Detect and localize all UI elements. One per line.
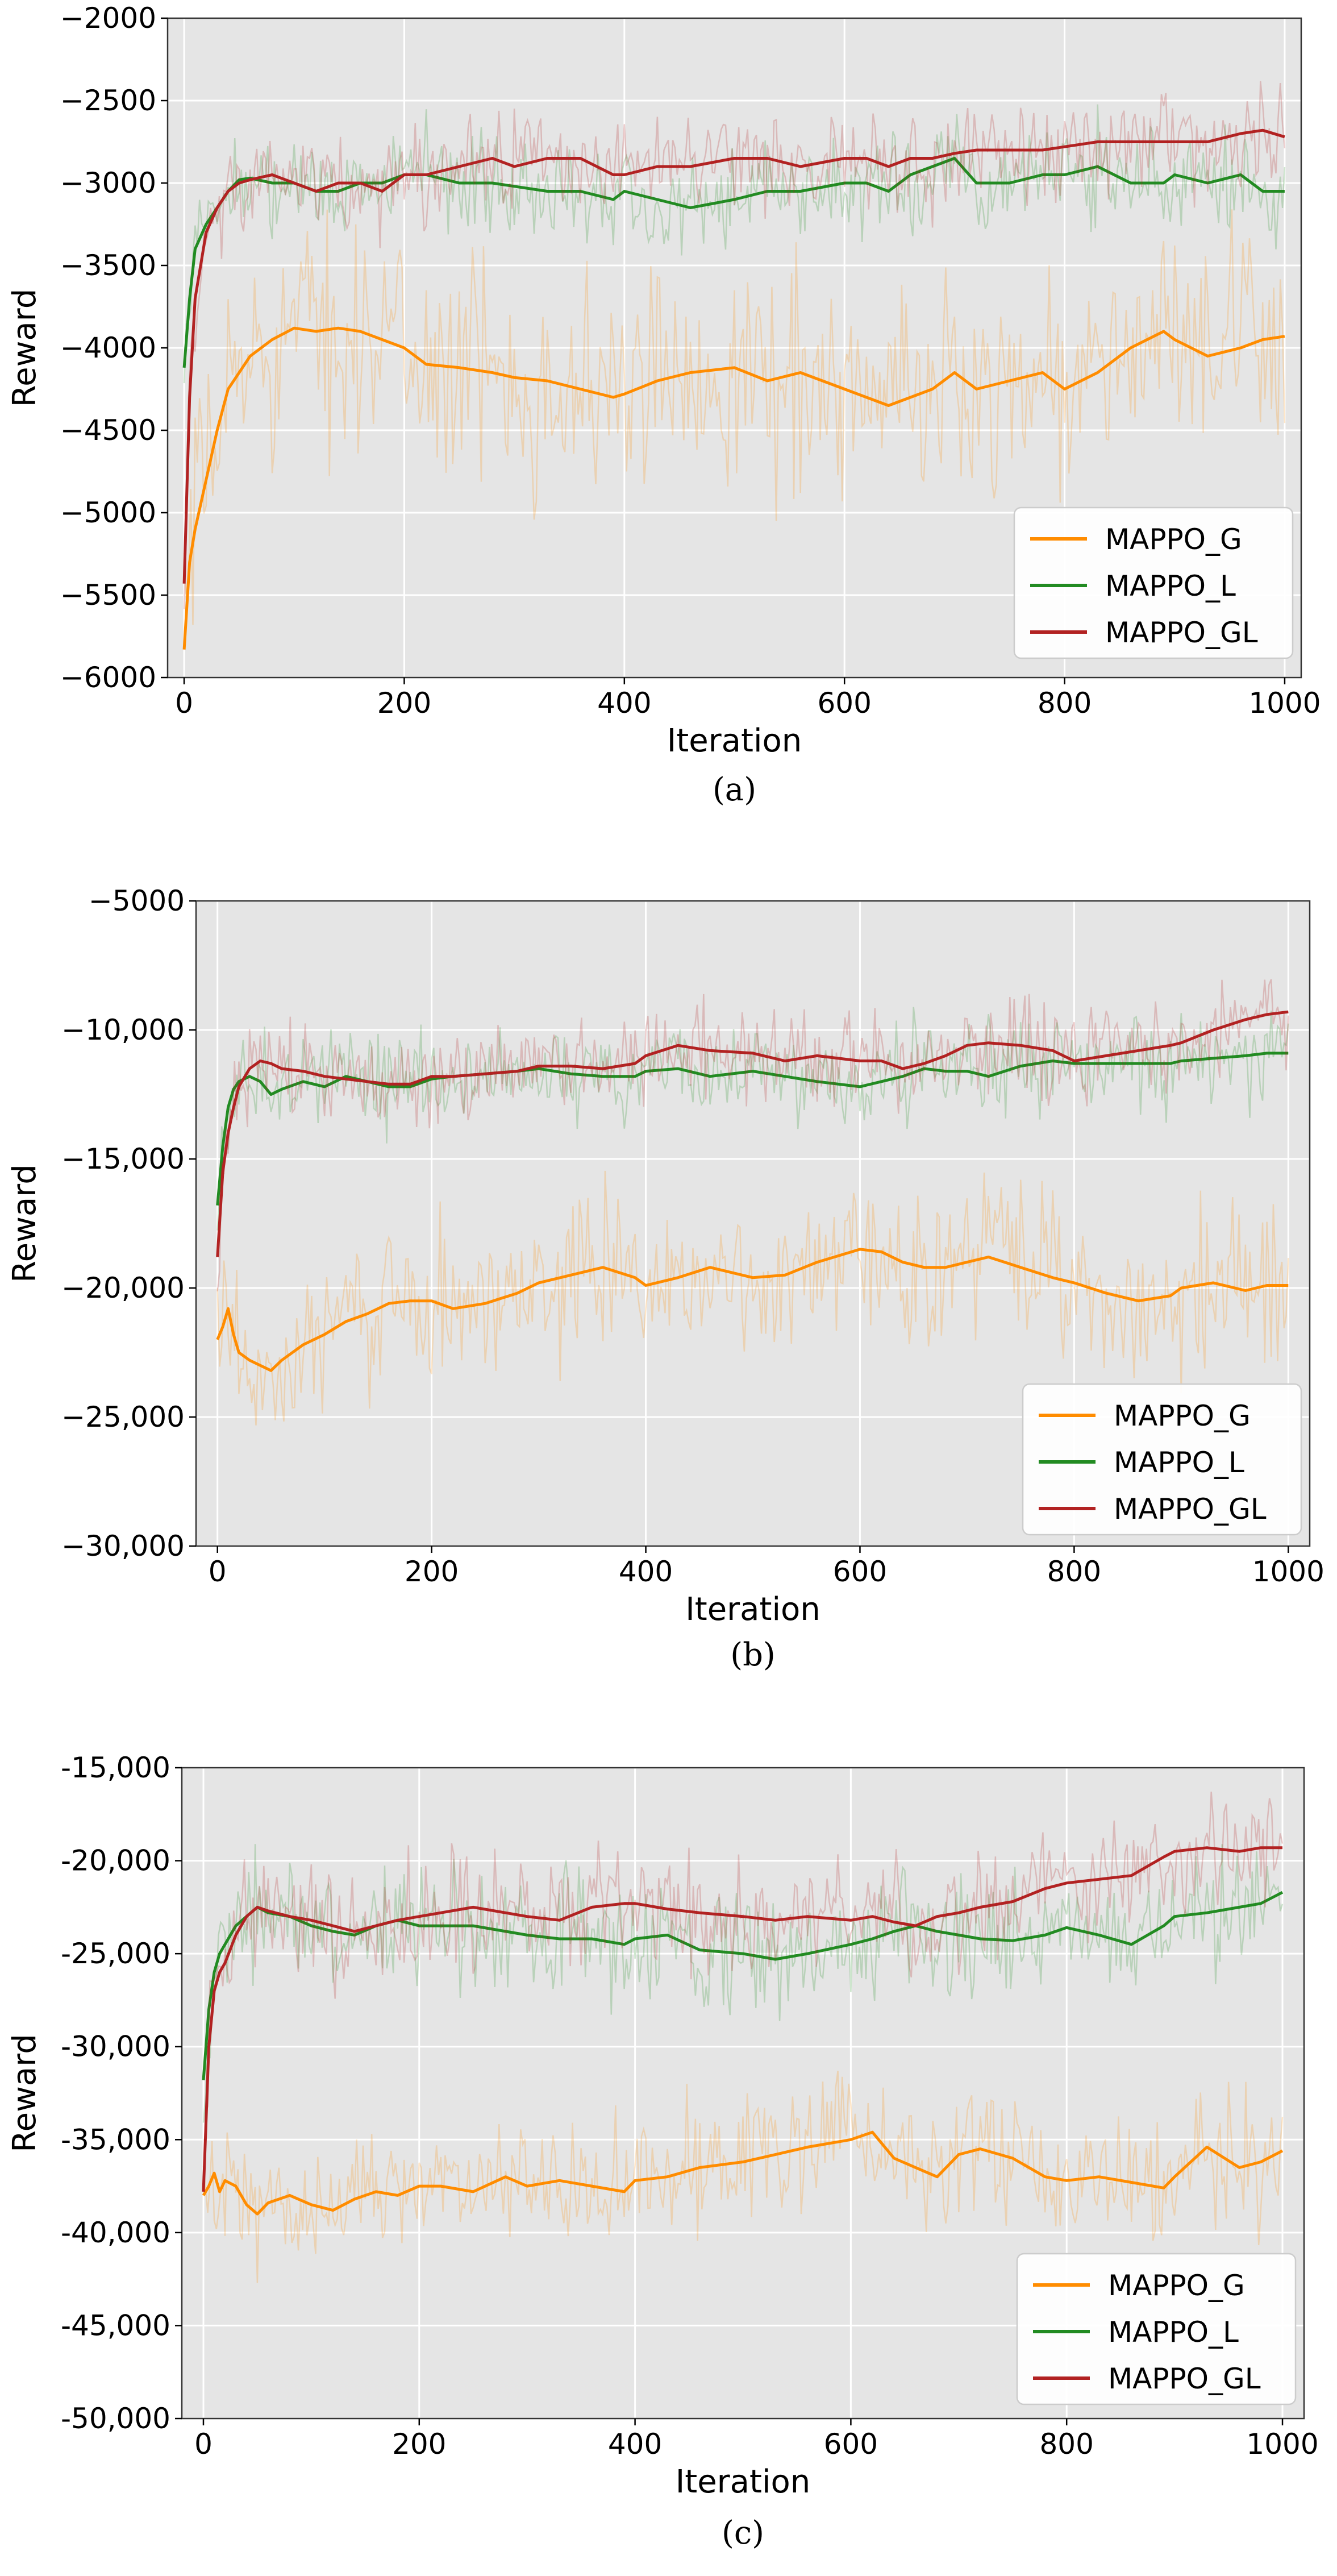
x-tick-label: 800 <box>1039 2428 1093 2461</box>
y-tick-label: −15,000 <box>61 1142 185 1175</box>
y-tick-label: −6000 <box>60 661 156 694</box>
x-tick-label: 600 <box>817 687 871 720</box>
x-tick-label: 0 <box>209 1555 227 1588</box>
panel-a: 0 200 400 600 800 1000 −6000 −5500 −5000 −4500 −40… <box>6 2 1321 808</box>
series-line-MAPPO_GL <box>216 1010 1289 1257</box>
y-tick-label: -15,000 <box>61 1751 170 1784</box>
x-tick-label: 200 <box>405 1555 459 1588</box>
x-tick-label: 600 <box>824 2428 878 2461</box>
y-tick-label: −3000 <box>60 167 156 200</box>
x-axis-label: Iteration <box>685 1591 820 1628</box>
y-tick-label: −10,000 <box>61 1013 185 1046</box>
x-tick-label: 400 <box>608 2428 662 2461</box>
raw-line-MAPPO_L <box>216 1007 1289 1231</box>
y-tick-label: −4500 <box>60 414 156 447</box>
y-tick-label: −25,000 <box>61 1401 185 1434</box>
y-tick-label: -30,000 <box>61 2030 170 2063</box>
raw-line-MAPPO_G <box>202 2071 1284 2283</box>
y-axis-label: Reward <box>6 2034 43 2153</box>
panel-caption: (a) <box>713 771 756 808</box>
plot-frame <box>195 900 1311 1547</box>
legend-label-MAPPO_G: MAPPO_G <box>1108 2269 1245 2302</box>
legend-label-MAPPO_G: MAPPO_G <box>1105 523 1242 556</box>
legend-box <box>1016 2253 1297 2405</box>
legend-label-MAPPO_GL: MAPPO_GL <box>1105 616 1258 649</box>
y-tick-label: −30,000 <box>61 1530 185 1563</box>
x-tick-label: 1000 <box>1246 2428 1318 2461</box>
panel-b: 0 200 400 600 800 1000 −30,000 −25,000 −20,000 −1… <box>6 884 1324 1673</box>
legend-label-MAPPO_GL: MAPPO_GL <box>1108 2362 1261 2395</box>
y-tick-label: −20,000 <box>61 1272 185 1304</box>
legend-label-MAPPO_L: MAPPO_L <box>1114 1446 1244 1479</box>
y-axis-label: Reward <box>6 289 43 408</box>
x-tick-label: 400 <box>597 687 651 720</box>
legend-label-MAPPO_G: MAPPO_G <box>1114 1399 1251 1432</box>
y-tick-label: -25,000 <box>61 1937 170 1970</box>
panel-caption: (b) <box>730 1636 776 1673</box>
y-tick-label: -35,000 <box>61 2123 170 2156</box>
legend: MAPPO_G MAPPO_L MAPPO_GL <box>1022 1383 1302 1536</box>
legend-label-MAPPO_GL: MAPPO_GL <box>1114 1493 1267 1526</box>
x-axis-label: Iteration <box>676 2463 811 2500</box>
x-tick-label: 0 <box>194 2428 213 2461</box>
series-line-MAPPO_L <box>216 1052 1289 1206</box>
y-tick-label: -45,000 <box>61 2309 170 2342</box>
legend: MAPPO_G MAPPO_L MAPPO_GL <box>1013 506 1294 659</box>
series-line-MAPPO_G <box>216 1248 1289 1372</box>
y-tick-label: −2000 <box>60 2 156 35</box>
series-line-MAPPO_L <box>182 157 1285 368</box>
x-tick-label: 200 <box>377 687 431 720</box>
y-tick-label: -40,000 <box>61 2216 170 2249</box>
legend-label-MAPPO_L: MAPPO_L <box>1108 2316 1239 2349</box>
x-tick-label: 1000 <box>1252 1555 1324 1588</box>
raw-line-MAPPO_G <box>183 209 1286 625</box>
x-tick-label: 800 <box>1047 1555 1101 1588</box>
x-tick-label: 0 <box>175 687 193 720</box>
raw-line-MAPPO_GL <box>216 979 1289 1292</box>
y-tick-label: −5500 <box>60 579 156 612</box>
y-axis-label: Reward <box>6 1164 43 1283</box>
x-axis-label: Iteration <box>667 722 802 759</box>
panel-c: 0 200 400 600 800 1000 -50,000 -45,000 -40,000 -3… <box>6 1751 1319 2552</box>
series-line-MAPPO_G <box>202 2130 1284 2216</box>
y-tick-label: -50,000 <box>61 2402 170 2435</box>
raw-line-MAPPO_GL <box>183 81 1286 609</box>
x-tick-label: 1000 <box>1248 687 1321 720</box>
y-tick-label: −2500 <box>60 84 156 117</box>
series-line-MAPPO_GL <box>202 1846 1282 2192</box>
x-tick-label: 400 <box>619 1555 673 1588</box>
x-tick-label: 800 <box>1038 687 1092 720</box>
series-line-MAPPO_G <box>182 326 1285 650</box>
raw-line-MAPPO_G <box>216 1170 1289 1426</box>
y-tick-label: −5000 <box>89 884 185 917</box>
y-tick-label: −4000 <box>60 331 156 364</box>
series-line-MAPPO_GL <box>182 128 1285 584</box>
legend-box <box>1022 1383 1302 1536</box>
x-tick-label: 200 <box>392 2428 446 2461</box>
panel-caption: (c) <box>722 2515 764 2552</box>
legend-label-MAPPO_L: MAPPO_L <box>1105 570 1236 603</box>
legend-box <box>1013 506 1294 659</box>
y-tick-label: −3500 <box>60 249 156 282</box>
x-tick-label: 600 <box>833 1555 887 1588</box>
raw-line-MAPPO_L <box>202 1844 1284 2123</box>
y-tick-label: -20,000 <box>61 1844 170 1877</box>
y-tick-label: −5000 <box>60 496 156 529</box>
legend: MAPPO_G MAPPO_L MAPPO_GL <box>1016 2253 1297 2405</box>
plot-frame <box>181 1767 1305 2420</box>
